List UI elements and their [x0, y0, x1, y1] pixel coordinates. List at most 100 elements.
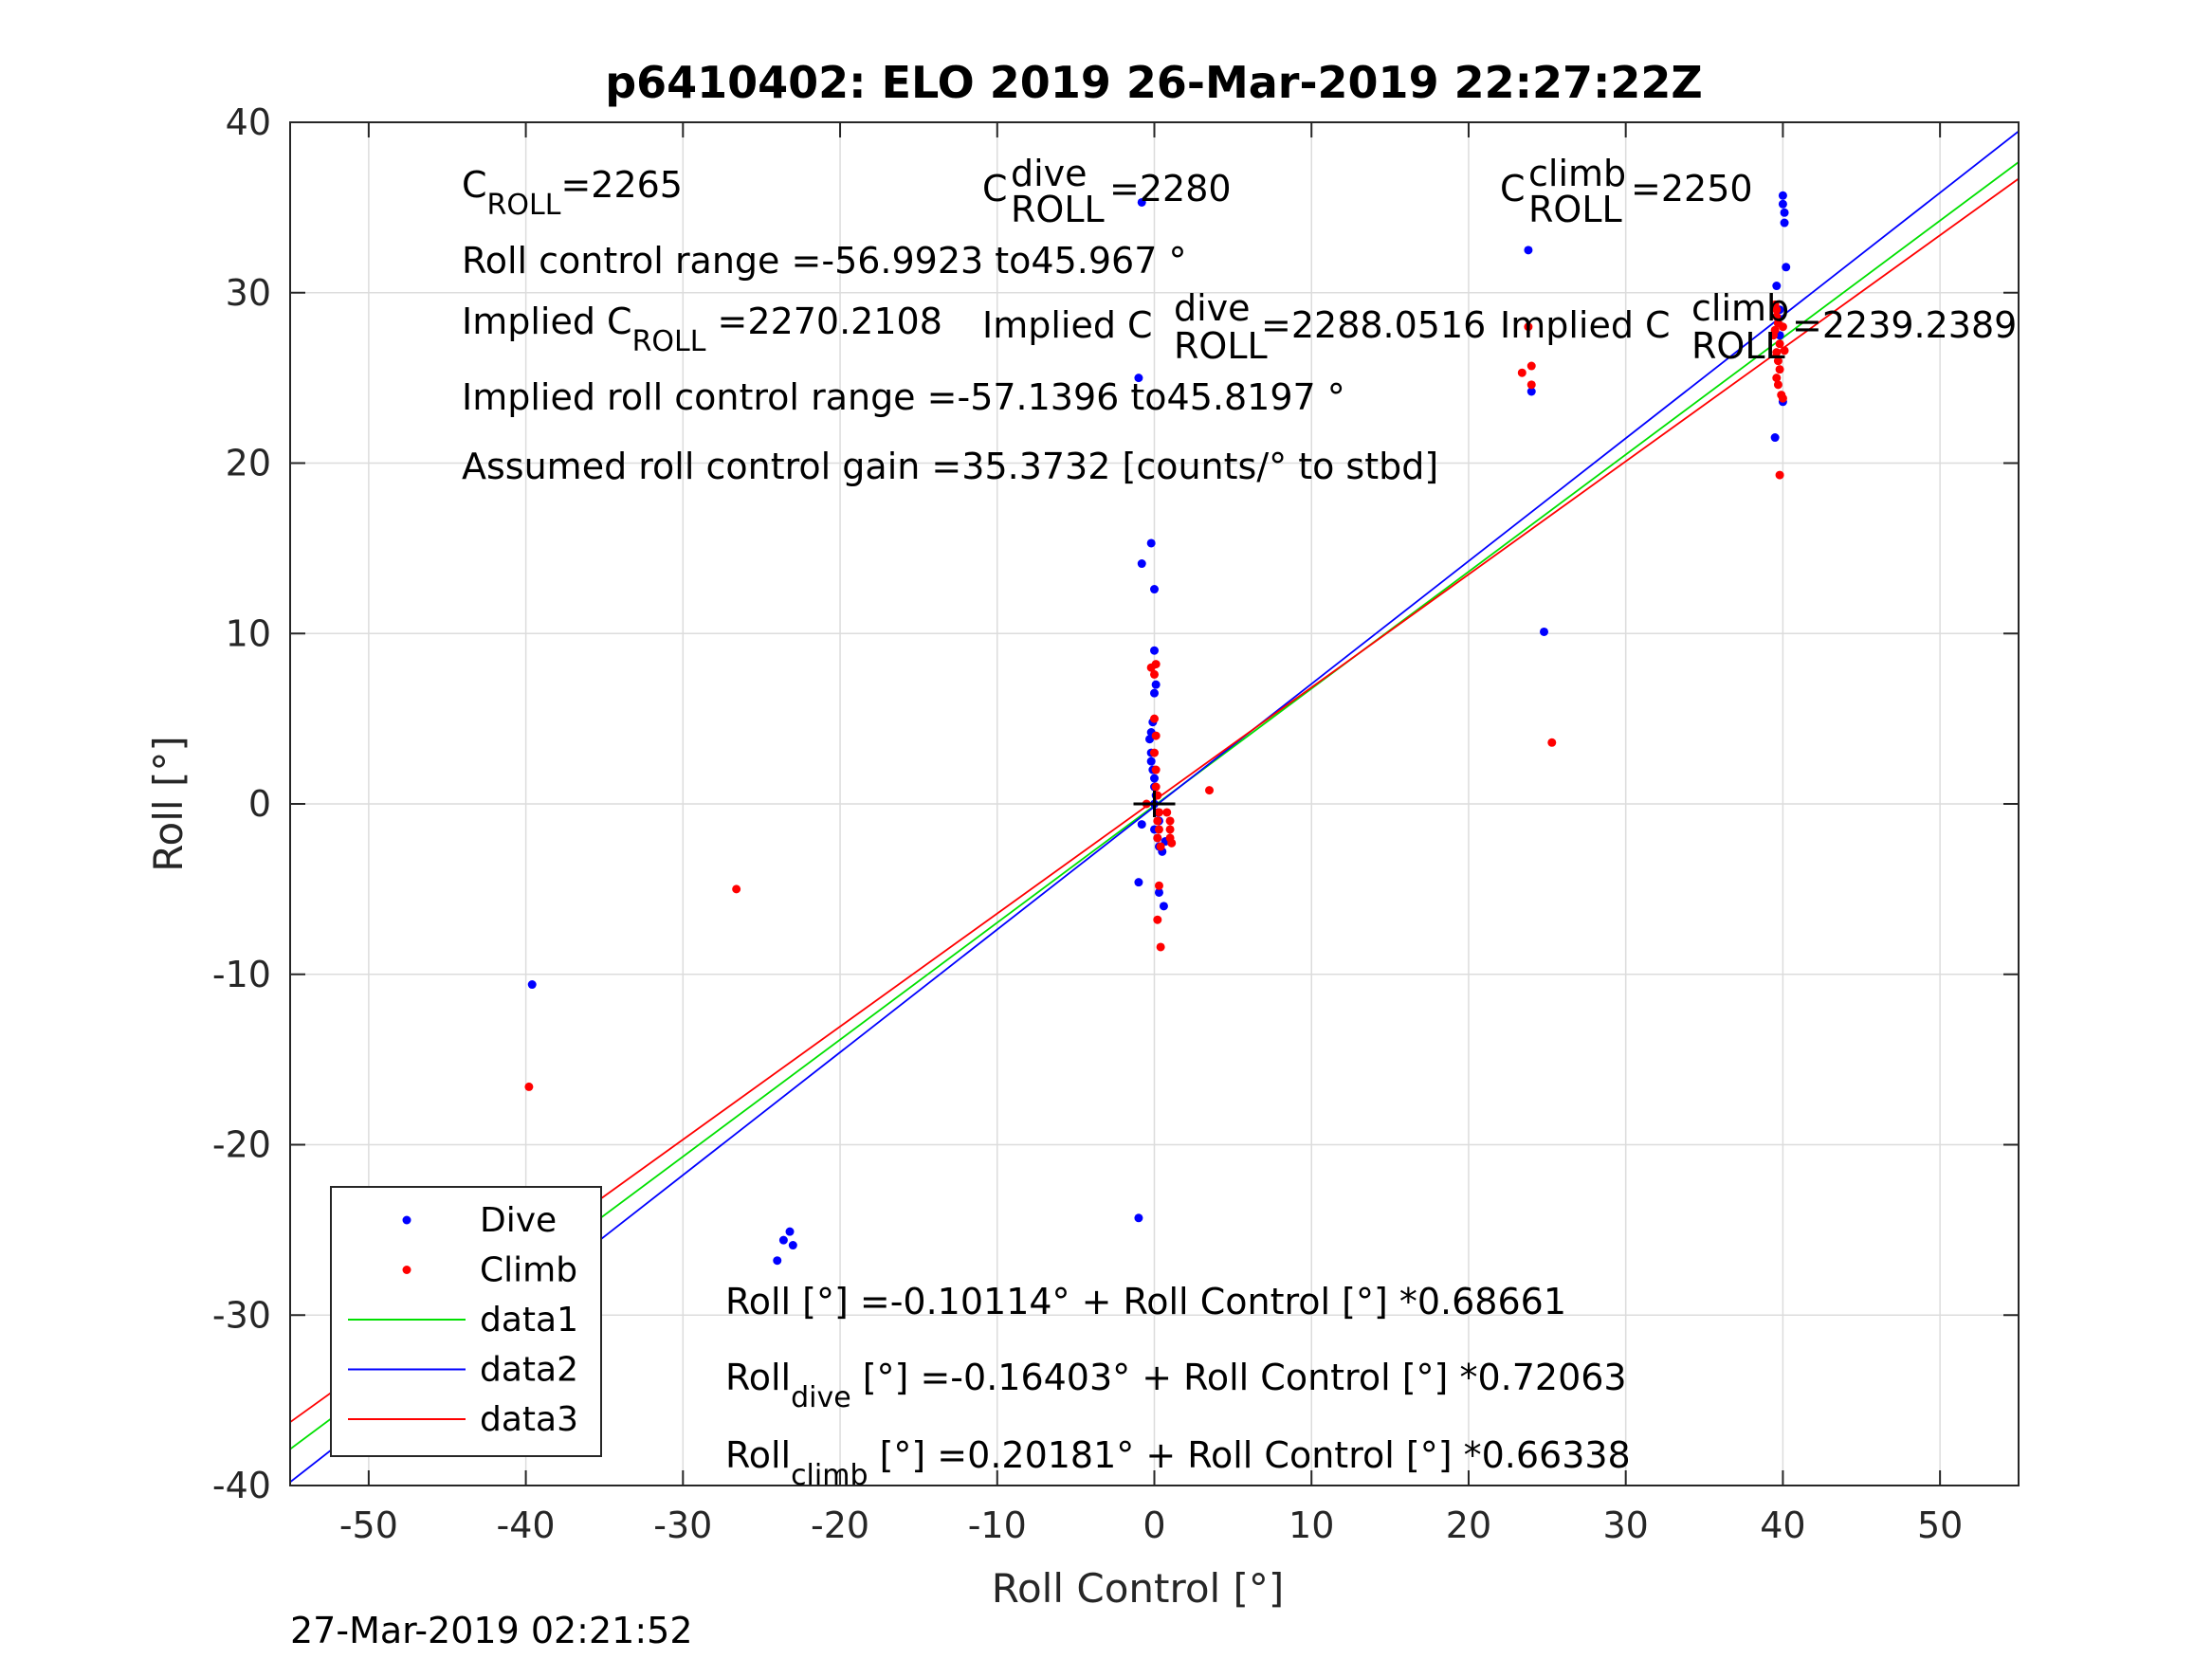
- point-climb: [1524, 322, 1533, 332]
- fit-climb-value: [°] =0.20181° + Roll Control [°] *0.6633…: [868, 1434, 1631, 1476]
- point-climb: [1526, 361, 1536, 371]
- point-dive: [773, 1256, 782, 1266]
- y-tick-label: 0: [248, 783, 271, 825]
- point-climb: [1156, 842, 1165, 851]
- point-dive: [1146, 757, 1156, 766]
- x-tick-label: -10: [968, 1504, 1027, 1546]
- implied-c-roll-climb-base: Implied C: [1500, 304, 1671, 346]
- y-tick-label: 40: [226, 101, 271, 143]
- fit-all: Roll [°] =-0.10114° + Roll Control [°] *…: [725, 1281, 1566, 1322]
- y-tick-label: -20: [212, 1124, 271, 1166]
- point-climb: [1154, 825, 1163, 834]
- point-dive: [778, 1235, 788, 1245]
- c-roll-value: =2265: [560, 164, 683, 206]
- point-dive: [1780, 208, 1789, 217]
- y-axis-label: Roll [°]: [145, 736, 192, 871]
- implied-c-roll-climb-value: =2239.2389: [1792, 304, 2017, 346]
- fit-climb-annotation: Rollclimb [°] =0.20181° + Roll Control […: [725, 1434, 1631, 1492]
- point-climb: [1772, 348, 1782, 357]
- c-roll-climb-sup: climb: [1528, 153, 1626, 194]
- roll-control-range: Roll control range =-56.9923 to45.967 °: [462, 240, 1186, 282]
- point-climb: [1165, 816, 1175, 826]
- implied-c-roll-annotation: Implied CROLL =2270.2108: [462, 301, 942, 358]
- c-roll-dive-sup: dive: [1011, 153, 1088, 194]
- legend-box: [330, 1186, 602, 1457]
- y-tick-label: -10: [212, 954, 271, 995]
- y-tick-label: 20: [226, 443, 271, 484]
- implied-c-roll-dive-base: Implied C: [982, 304, 1153, 346]
- point-dive: [788, 1241, 797, 1250]
- point-climb: [1772, 312, 1782, 321]
- legend-label-climb: Climb: [480, 1251, 577, 1290]
- x-tick-label: 40: [1760, 1504, 1805, 1546]
- point-climb: [1167, 838, 1177, 848]
- x-tick-label: 50: [1917, 1504, 1963, 1546]
- point-climb: [1775, 365, 1784, 374]
- point-climb: [1151, 765, 1161, 775]
- point-climb: [1772, 374, 1782, 383]
- point-dive: [1782, 263, 1791, 272]
- point-dive: [1159, 902, 1168, 911]
- y-tick-label: -40: [212, 1465, 271, 1506]
- x-axis-label: Roll Control [°]: [992, 1565, 1285, 1612]
- point-dive: [1134, 374, 1143, 383]
- fit-dive-base: Roll: [725, 1357, 791, 1398]
- point-dive: [1146, 538, 1156, 548]
- implied-c-roll-dive-sup: dive: [1174, 287, 1251, 329]
- timestamp: 27-Mar-2019 02:21:52: [290, 1610, 693, 1651]
- point-dive: [1526, 387, 1536, 396]
- x-tick-label: -40: [497, 1504, 556, 1546]
- point-climb: [1150, 748, 1159, 757]
- point-climb: [1154, 881, 1163, 890]
- point-climb: [1772, 305, 1782, 315]
- point-dive: [1151, 680, 1161, 689]
- point-climb: [1150, 714, 1159, 723]
- implied-c-roll-climb-sub: ROLL: [1691, 325, 1785, 367]
- point-dive: [1145, 735, 1155, 744]
- point-dive: [1150, 774, 1159, 783]
- point-climb: [1162, 808, 1172, 817]
- point-dive: [1540, 627, 1549, 636]
- c-roll-dive-base: C: [982, 168, 1008, 210]
- axis-ticks: -50 -40 -30 -20 -10 0 10 20 30 40 50 -40 -30 -20 -10 0 1…: [212, 101, 2019, 1546]
- point-climb: [1151, 782, 1161, 792]
- legend-swatch-climb: [402, 1266, 411, 1274]
- x-tick-label: -20: [811, 1504, 869, 1546]
- fit-dive-sub: dive: [791, 1381, 851, 1414]
- point-climb: [1780, 346, 1789, 356]
- point-dive: [1137, 820, 1146, 830]
- point-dive: [1778, 199, 1787, 209]
- point-climb: [1156, 942, 1165, 952]
- c-roll-sub: ROLL: [487, 189, 561, 222]
- x-tick-label: 0: [1143, 1504, 1165, 1546]
- c-roll-annotation: CROLL=2265: [462, 164, 683, 222]
- point-climb: [1517, 368, 1526, 377]
- fit-climb-base: Roll: [725, 1434, 791, 1476]
- point-dive: [1150, 688, 1159, 698]
- point-climb: [1151, 660, 1161, 669]
- y-tick-label: 30: [226, 272, 271, 314]
- c-roll-climb-annotation: C: [1500, 168, 1526, 210]
- point-dive: [1134, 878, 1143, 887]
- fit-climb-sub: climb: [791, 1459, 868, 1492]
- c-roll-dive-annotation: C: [982, 168, 1008, 210]
- implied-c-roll-climb-sup: climb: [1691, 287, 1789, 329]
- x-tick-label: 30: [1603, 1504, 1649, 1546]
- point-dive: [1524, 246, 1533, 255]
- point-climb: [1775, 339, 1784, 349]
- implied-c-roll-dive-sub: ROLL: [1174, 325, 1268, 367]
- implied-c-roll-value: =2270.2108: [705, 301, 941, 342]
- point-climb: [1770, 325, 1780, 335]
- point-dive: [1134, 1213, 1143, 1223]
- c-roll-climb-value: =2250: [1631, 168, 1753, 210]
- point-climb: [1526, 380, 1536, 390]
- origin-marker: [1133, 791, 1176, 817]
- point-dive: [527, 980, 537, 990]
- point-climb: [1151, 731, 1161, 740]
- point-climb: [1773, 356, 1782, 366]
- point-dive: [1137, 197, 1146, 207]
- point-dive: [1770, 433, 1780, 443]
- point-dive: [1137, 559, 1146, 569]
- x-tick-label: 20: [1446, 1504, 1491, 1546]
- legend-label-data1: data1: [480, 1301, 578, 1340]
